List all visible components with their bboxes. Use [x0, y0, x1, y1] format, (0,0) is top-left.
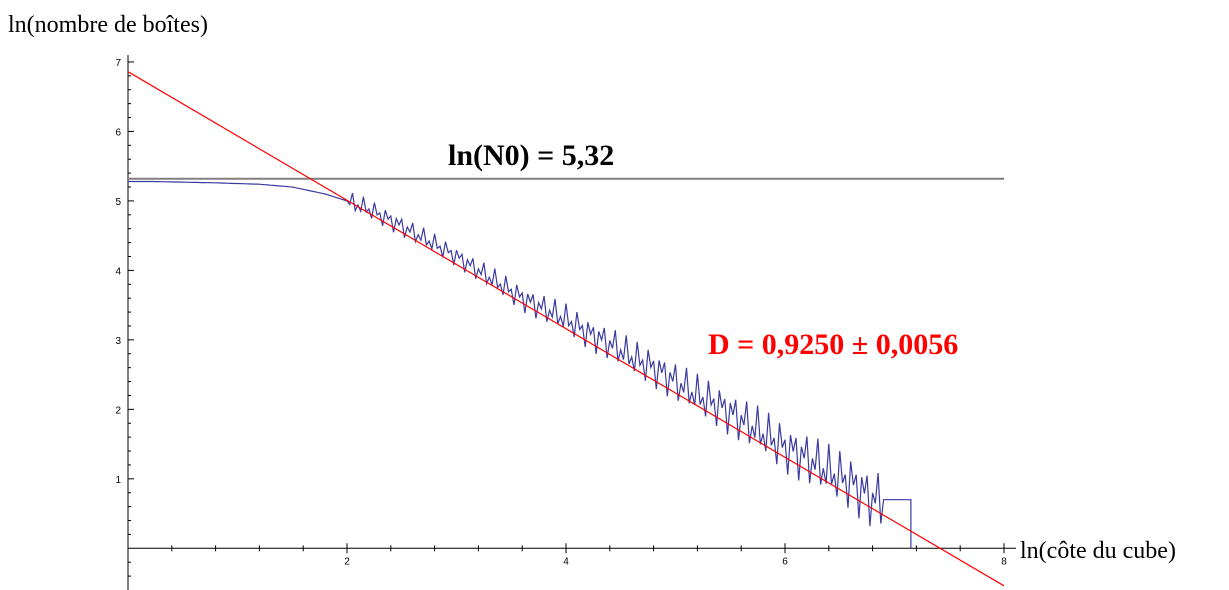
y-tick-label: 5	[115, 197, 121, 208]
series-data	[128, 180, 912, 549]
series-fit	[127, 71, 1005, 587]
y-tick-label: 6	[115, 127, 121, 138]
x-tick-label: 6	[782, 556, 788, 567]
x-tick-label: 4	[563, 556, 569, 567]
y-tick-label: 2	[115, 405, 121, 416]
annotation-n0: ln(N0) = 5,32	[448, 139, 614, 172]
ticks: 2 4 6 8 1 2 3 4 5 6 7	[115, 58, 1007, 577]
x-axis-title: ln(côte du cube)	[1020, 538, 1176, 564]
y-tick-label: 7	[115, 58, 121, 69]
annotation-d: D = 0,9250 ± 0,0056	[708, 328, 958, 361]
y-tick-label: 3	[115, 336, 121, 347]
series	[127, 71, 1005, 587]
axes	[127, 55, 1016, 590]
x-tick-label: 8	[1001, 556, 1007, 567]
y-tick-label: 4	[115, 266, 121, 277]
y-tick-label: 1	[115, 475, 121, 486]
y-axis-title: ln(nombre de boîtes)	[8, 12, 208, 38]
x-tick-label: 2	[344, 556, 350, 567]
